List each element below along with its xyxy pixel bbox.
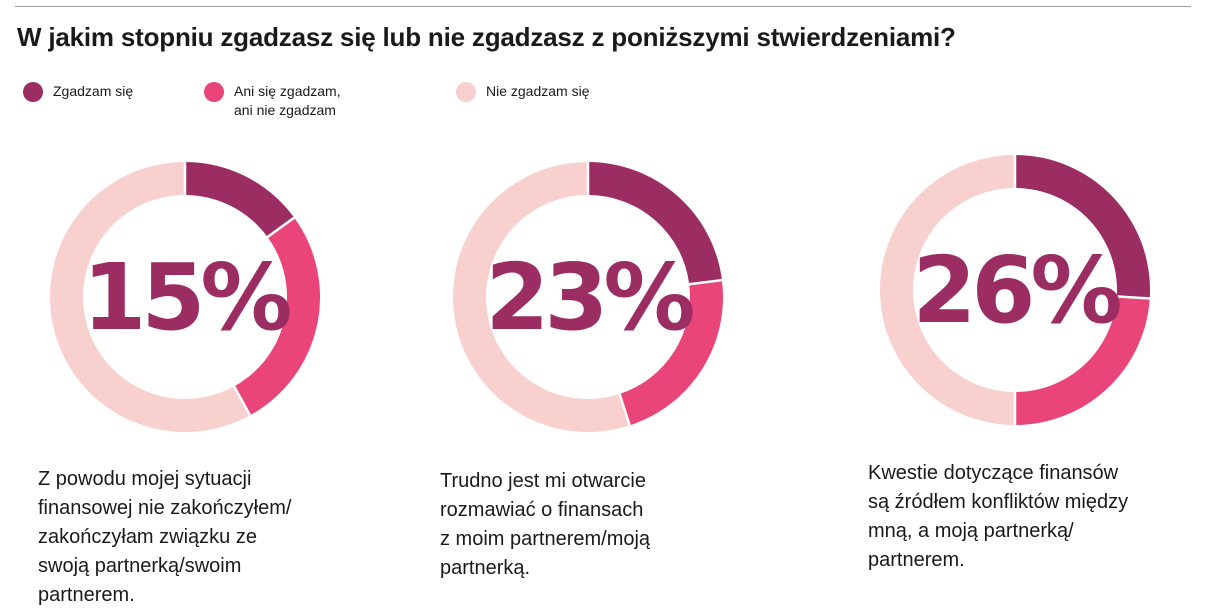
legend-item-neutral: Ani się zgadzam, ani nie zgadzam [204,82,341,120]
donut-chart-1: 15% [49,161,320,432]
legend-label-neutral: Ani się zgadzam, ani nie zgadzam [234,83,341,118]
donut-2-center-label: 23% [485,244,693,351]
donut-caption-1: Z powodu mojej sytuacji finansowej nie z… [38,468,292,606]
donut-caption-2: Trudno jest mi otwarcie rozmawiać o fina… [440,470,651,579]
donut-2-separator [618,392,632,427]
donut-1-slice-agree [185,162,295,238]
page-title: W jakim stopniu zgadzasz się lub nie zga… [17,22,956,52]
legend-swatch-agree [23,82,43,102]
donut-2-separator [688,278,724,286]
donut-3-slice-agree [1015,155,1150,299]
legend-item-agree: Zgadzam się [23,82,133,102]
legend-label-agree: Zgadzam się [53,83,134,99]
donut-chart-3: 26% [880,154,1151,426]
donut-3-center-label: 26% [912,237,1120,344]
legend-label-disagree: Nie zgadzam się [486,83,590,99]
legend-item-disagree: Nie zgadzam się [456,82,590,102]
donut-1-separator [265,216,296,239]
donut-2-slice-disagree [453,162,630,432]
top-divider [15,6,1191,7]
donut-1-slice-disagree [49,162,251,432]
donut-chart-2-svg: 23% [453,161,724,432]
legend-swatch-neutral [204,82,224,102]
donut-3-slice-disagree [880,155,1015,425]
donut-2-slice-neutral [619,280,723,426]
donut-1-slice-neutral [234,217,320,416]
legend-swatch-disagree [456,82,476,102]
donut-chart-1-svg: 15% [49,161,320,432]
donut-3-separator [1115,295,1151,300]
donut-1-center-label: 15% [82,244,290,351]
donut-chart-2: 23% [453,161,724,432]
donut-2-slice-agree [588,162,722,285]
donut-1-separator [232,384,252,417]
donut-chart-3-svg: 26% [880,154,1151,426]
donut-3-slice-neutral [1015,296,1150,425]
donut-caption-3: Kwestie dotyczące finansów są źródłem ko… [868,462,1129,571]
